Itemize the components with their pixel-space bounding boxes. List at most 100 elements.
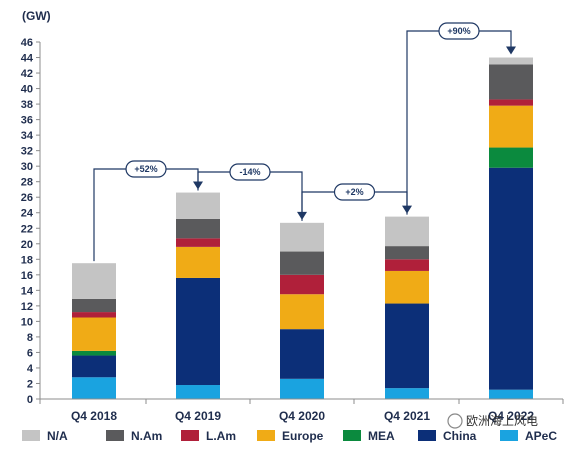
bar-segment-n-am [385, 246, 429, 260]
bar-segment-n-am [72, 298, 116, 313]
y-tick-label: 10 [21, 316, 33, 328]
bar-segment-n-am [176, 218, 220, 239]
y-tick-label: 2 [27, 378, 33, 390]
growth-bubble [333, 183, 376, 201]
y-tick-label: 22 [21, 223, 33, 235]
y-tick-label: 4 [27, 363, 34, 375]
bar-segment-apec [280, 378, 324, 399]
y-tick-label: 30 [21, 161, 33, 173]
legend-swatch-n-am [106, 430, 124, 441]
bar-stack-q4-2022 [489, 57, 533, 399]
legend-label-europe: Europe [282, 429, 324, 443]
y-tick-label: 34 [21, 130, 34, 142]
x-category-label-q4-2021: Q4 2021 [384, 409, 430, 423]
legend-item-n-a: N/A [22, 429, 68, 443]
growth-label: -14% [239, 167, 260, 177]
y-tick-label: 36 [21, 115, 33, 127]
legend-label-china: China [443, 429, 477, 443]
bar-segment-apec [72, 377, 116, 399]
y-tick-label: 6 [27, 347, 33, 359]
bar-segment-apec [489, 389, 533, 399]
bar-segment-europe [176, 246, 220, 278]
legend-label-l-am: L.Am [206, 429, 236, 443]
y-axis-unit-label: (GW) [22, 9, 51, 23]
y-tick-label: 40 [21, 84, 33, 96]
bar-stack-q4-2019 [176, 192, 220, 399]
y-axis: 0246810121416182022242628303234363840424… [21, 37, 41, 406]
x-axis: Q4 2018 Q4 2019 Q4 2020 Q4 2021 Q4 2022 [39, 398, 564, 423]
y-tick-label: 38 [21, 99, 33, 111]
growth-annotation-q4-2021-to-q4-2022: +90% [406, 22, 516, 215]
legend-swatch-china [418, 430, 436, 441]
bar-segment-n-am [280, 251, 324, 275]
y-tick-label: 8 [27, 332, 33, 344]
y-tick-label: 46 [21, 37, 33, 49]
growth-bubble [438, 22, 480, 40]
wechat-logo-icon [447, 413, 463, 429]
legend-swatch-apec [500, 430, 518, 441]
growth-label: +52% [134, 164, 157, 174]
x-category-label-q4-2018: Q4 2018 [71, 409, 117, 423]
bar-segment-china [489, 167, 533, 390]
bar-segment-l-am [176, 238, 220, 247]
bar-segment-mea [489, 147, 533, 168]
legend-swatch-mea [343, 430, 361, 441]
growth-bubble [229, 163, 271, 181]
bar-segment-n-a [280, 222, 324, 252]
legend-label-n-am: N.Am [131, 429, 162, 443]
growth-bubble [125, 160, 167, 178]
bar-segment-n-am [489, 64, 533, 100]
bar-segment-l-am [489, 99, 533, 106]
bar-segment-china [280, 329, 324, 379]
y-tick-label: 20 [21, 239, 33, 251]
bar-segment-l-am [72, 312, 116, 318]
legend-swatch-n-a [22, 430, 40, 441]
bar-segment-apec [176, 385, 220, 399]
growth-annotation-q4-2020-to-q4-2021: +2% [301, 183, 412, 221]
bar-segment-l-am [280, 274, 324, 295]
y-tick-label: 24 [21, 208, 34, 220]
bar-segment-china [72, 355, 116, 378]
y-tick-label: 12 [21, 301, 33, 313]
y-tick-label: 16 [21, 270, 33, 282]
growth-label: +2% [345, 187, 363, 197]
legend-item-europe: Europe [257, 429, 324, 443]
x-category-label-q4-2022: Q4 2022 [488, 409, 534, 423]
bar-segment-n-a [489, 57, 533, 65]
legend-label-apec: APeC [525, 429, 557, 443]
growth-arrowhead [506, 46, 516, 55]
bar-stack-q4-2020 [280, 222, 324, 399]
y-tick-label: 32 [21, 146, 33, 158]
legend-item-n-am: N.Am [106, 429, 162, 443]
y-tick-label: 44 [21, 53, 34, 65]
growth-annotations: +52% -14% +2% +90% [93, 22, 516, 262]
y-tick-label: 28 [21, 177, 33, 189]
legend-label-n-a: N/A [47, 429, 68, 443]
legend-item-china: China [418, 429, 477, 443]
bar-stack-q4-2021 [385, 216, 429, 399]
bar-segment-china [385, 303, 429, 389]
watermark-text: 欧洲海上风电 [466, 413, 538, 428]
y-tick-label: 18 [21, 254, 33, 266]
legend-label-mea: MEA [368, 429, 395, 443]
x-category-label-q4-2019: Q4 2019 [175, 409, 221, 423]
y-tick-label: 0 [27, 394, 33, 406]
bar-segment-n-a [176, 192, 220, 219]
bar-segment-n-a [72, 263, 116, 299]
legend-item-apec: APeC [500, 429, 557, 443]
growth-label: +90% [447, 26, 470, 36]
legend-item-l-am: L.Am [181, 429, 236, 443]
legend-swatch-europe [257, 430, 275, 441]
bar-segment-europe [385, 270, 429, 304]
bars [72, 57, 533, 399]
bar-segment-china [176, 277, 220, 386]
bar-segment-europe [280, 294, 324, 330]
legend: N/A N.Am L.Am Europe MEA China APeC [22, 429, 557, 443]
legend-swatch-l-am [181, 430, 199, 441]
watermark: 欧洲海上风电 [447, 413, 538, 429]
y-tick-label: 42 [21, 68, 33, 80]
legend-item-mea: MEA [343, 429, 395, 443]
x-category-label-q4-2020: Q4 2020 [279, 409, 325, 423]
y-tick-label: 14 [21, 285, 34, 297]
